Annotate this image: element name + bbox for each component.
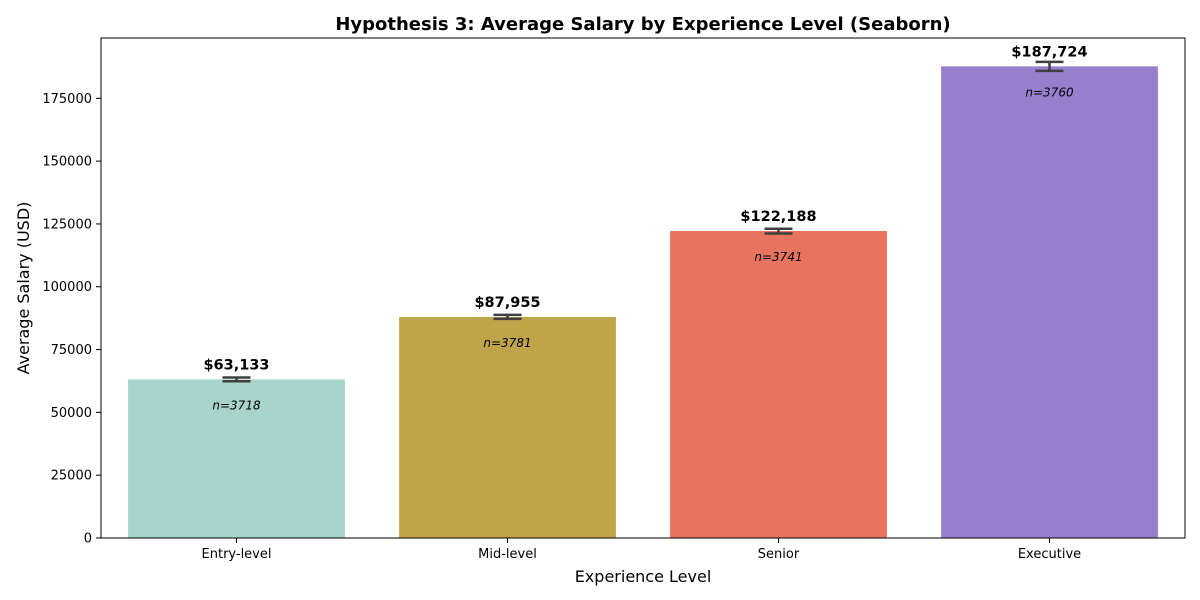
value-label-1: $63,133 bbox=[203, 357, 269, 373]
bar-3 bbox=[670, 230, 887, 538]
x-tick-label-2: Mid-level bbox=[478, 547, 537, 562]
bar-4 bbox=[941, 66, 1158, 538]
count-label-4: n=3760 bbox=[1025, 85, 1074, 99]
x-tick-label-4: Executive bbox=[1018, 547, 1081, 562]
value-label-3: $122,188 bbox=[740, 209, 816, 225]
value-label-4: $187,724 bbox=[1011, 44, 1087, 60]
y-tick-label-2: 25000 bbox=[51, 469, 92, 484]
value-label-2: $87,955 bbox=[474, 295, 540, 311]
count-label-1: n=3718 bbox=[212, 398, 261, 412]
plot-area: $63,133 n=3718 Entry-level $87,955 n=3781 Mid… bbox=[42, 37, 1186, 562]
y-tick-label-3: 50000 bbox=[51, 406, 92, 421]
x-axis-label: Experience Level bbox=[575, 567, 712, 586]
count-label-3: n=3741 bbox=[754, 250, 802, 264]
bar-1 bbox=[128, 379, 345, 538]
bar-2 bbox=[399, 317, 616, 538]
chart-title: Hypothesis 3: Average Salary by Experien… bbox=[335, 14, 950, 35]
y-tick-label-1: 0 bbox=[84, 532, 92, 547]
x-tick-label-3: Senior bbox=[758, 547, 800, 562]
x-tick-label-1: Entry-level bbox=[202, 547, 272, 562]
y-tick-label-7: 150000 bbox=[42, 155, 92, 170]
y-axis-label: Average Salary (USD) bbox=[14, 202, 33, 375]
plot-frame bbox=[100, 37, 1186, 539]
y-tick-label-5: 100000 bbox=[42, 280, 92, 295]
y-tick-label-4: 75000 bbox=[51, 343, 92, 358]
count-label-2: n=3781 bbox=[483, 336, 531, 350]
y-tick-label-8: 175000 bbox=[42, 92, 92, 107]
y-tick-label-6: 125000 bbox=[42, 217, 92, 232]
